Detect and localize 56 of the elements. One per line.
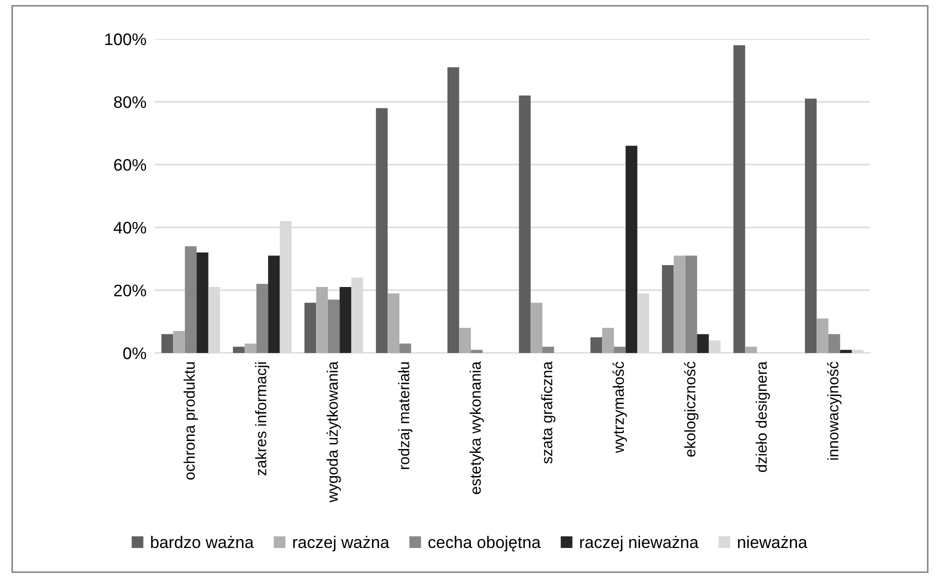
bar [674,256,686,353]
bar [304,302,316,353]
legend-label: raczej ważna [293,536,390,552]
bar [161,334,174,353]
x-tick-label: dzieło designera [756,361,770,472]
y-tick-label: 100% [105,33,146,46]
x-tick-label: rodzaj materiału [398,362,412,469]
x-tick-label: innowacyjność [827,362,842,460]
bar [470,350,483,353]
y-tick-label: 80% [114,96,146,108]
x-tick-label: szata graficzna [541,361,556,464]
bar [196,252,208,353]
bar [542,346,554,353]
bar [518,96,531,353]
bar [340,287,352,353]
x-tick-label: ekologiczność [684,362,698,457]
bar [328,300,340,353]
bar [447,67,460,353]
x-tick-label: estetyka wykonania [470,361,484,494]
bar [173,331,185,353]
legend-label: raczej nieważna [580,536,699,552]
bar [459,328,471,353]
bar [804,98,817,353]
bar [733,45,746,353]
bar [244,344,256,353]
bar [662,265,674,353]
bar [256,284,268,353]
bar [399,344,412,353]
legend-label: cecha obojętna [428,536,541,552]
bar [268,256,280,353]
bar [602,328,614,353]
bar [232,346,245,353]
x-tick-label: ochrona produktu [184,362,198,480]
legend-label: nieważna [738,536,808,548]
bar [816,318,828,353]
legend-label: bardzo ważna [151,536,254,548]
bar [745,346,757,353]
bar [376,108,388,353]
bar [184,246,197,353]
bar [316,287,328,353]
x-tick-label: zakres informacji [255,362,270,476]
y-tick-label: 60% [114,159,146,171]
bar [614,346,626,353]
bar [828,334,840,353]
y-tick-label: 0% [123,347,146,360]
y-tick-label: 40% [114,222,146,234]
bar [840,350,852,353]
bar [388,293,400,353]
bar [626,146,638,353]
y-tick-label: 20% [114,284,146,296]
bar [590,337,602,353]
x-tick-label: wygoda użytkowania [326,361,341,502]
bar [530,302,542,353]
bar [697,334,709,353]
bar [685,256,698,353]
x-tick-label: wytrzymałość [612,362,627,454]
